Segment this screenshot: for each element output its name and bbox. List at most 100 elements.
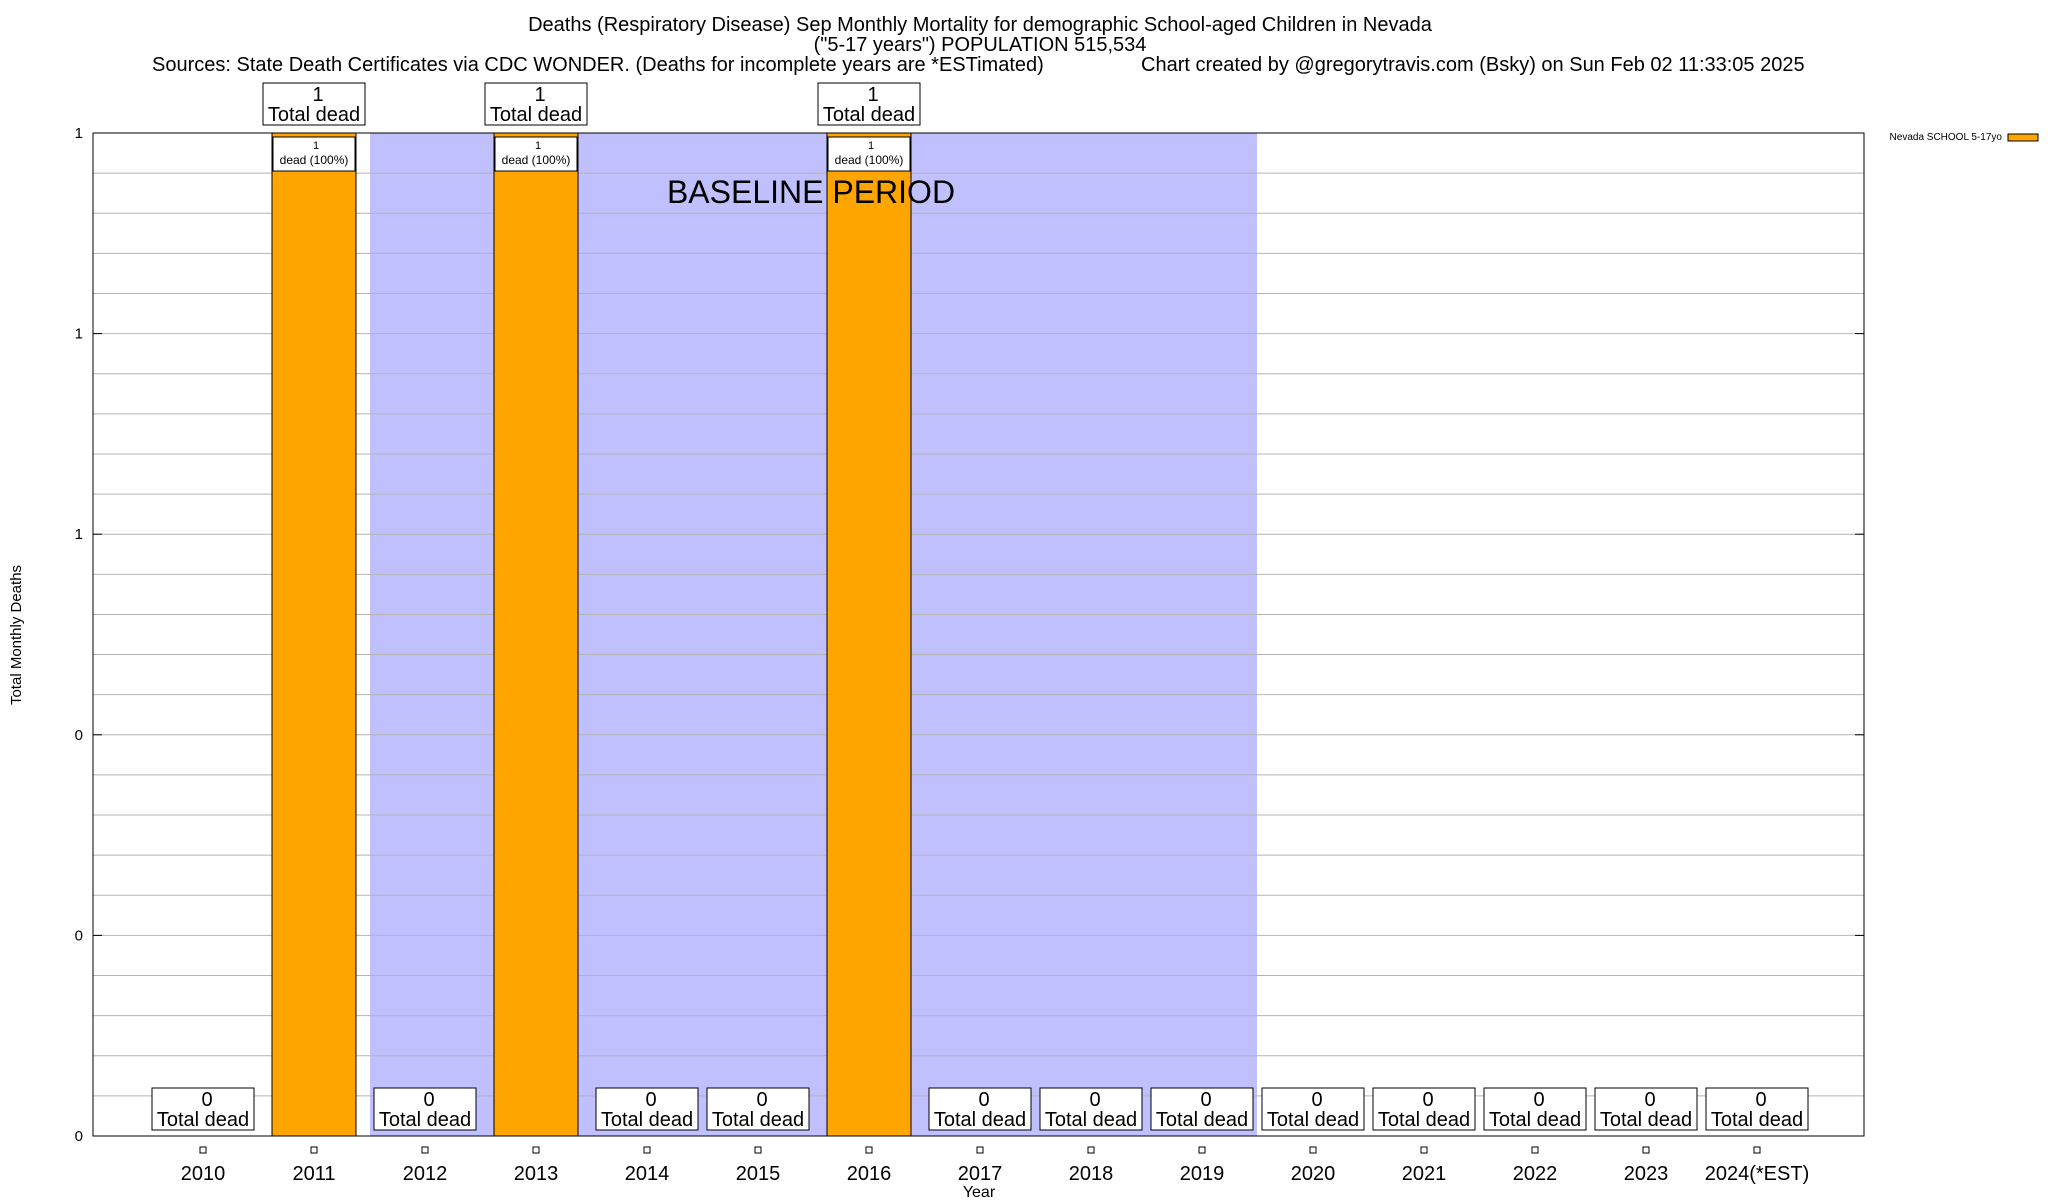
y-tick-label: 1 <box>75 326 83 343</box>
total-dead-box <box>1039 1087 1143 1131</box>
x-axis-title: Year <box>963 1184 996 1200</box>
inner-dead-box <box>272 136 356 172</box>
y-axis-title: Total Monthly Deaths <box>8 565 25 705</box>
x-tick-marker <box>1420 1146 1428 1154</box>
x-tick-marker <box>1309 1146 1317 1154</box>
total-dead-text: Total dead <box>823 104 915 126</box>
x-tick-label: 2014 <box>625 1163 670 1185</box>
inner-dead-text: dead (100%) <box>502 153 571 167</box>
x-tick-label: 2021 <box>1402 1163 1447 1185</box>
total-dead-text: Total dead <box>934 1109 1026 1131</box>
frame-layer <box>92 132 1865 1137</box>
total-dead-text: Total dead <box>157 1109 249 1131</box>
x-tick-marker <box>1531 1146 1539 1154</box>
legend-label: Nevada SCHOOL 5-17yo <box>1890 132 2003 143</box>
inner-dead-text: dead (100%) <box>280 153 349 167</box>
inner-dead-box <box>827 136 911 172</box>
total-dead-text: Total dead <box>712 1109 804 1131</box>
total-dead-text: Total dead <box>1489 1109 1581 1131</box>
total-dead-text: Total dead <box>1267 1109 1359 1131</box>
total-dead-text: Total dead <box>1600 1109 1692 1131</box>
x-tick-marker <box>1642 1146 1650 1154</box>
total-dead-box <box>1150 1087 1254 1131</box>
x-tick-label: 2016 <box>847 1163 892 1185</box>
chart-credit: Chart created by @gregorytravis.com (Bsk… <box>1141 54 1805 76</box>
plot-frame <box>92 132 1865 1137</box>
total-dead-box <box>1261 1087 1365 1131</box>
x-tick-marker <box>421 1146 429 1154</box>
x-tick-label: 2013 <box>514 1163 559 1185</box>
x-tick-marker <box>1087 1146 1095 1154</box>
total-dead-count: 0 <box>423 1089 434 1111</box>
y-tick-label: 0 <box>75 1128 83 1145</box>
x-tick-marker <box>865 1146 873 1154</box>
x-tick-marker <box>976 1146 984 1154</box>
x-tick-marker <box>310 1146 318 1154</box>
total-dead-text: Total dead <box>1711 1109 1803 1131</box>
bar-2011 <box>271 132 357 1137</box>
total-dead-text: Total dead <box>1156 1109 1248 1131</box>
x-tick-marker <box>1753 1146 1761 1154</box>
x-tick-label: 2011 <box>292 1163 335 1185</box>
x-tick-label: 2018 <box>1069 1163 1114 1185</box>
grid-layer <box>93 172 1864 1097</box>
chart-sources: Sources: State Death Certificates via CD… <box>152 54 1044 76</box>
x-tick-label: 2015 <box>736 1163 781 1185</box>
total-dead-box <box>151 1087 255 1131</box>
total-dead-count: 0 <box>978 1089 989 1111</box>
total-dead-count: 0 <box>1533 1089 1544 1111</box>
x-tick-label: 2017 <box>958 1163 1003 1185</box>
total-dead-box <box>706 1087 810 1131</box>
label-layer: 0 0 0 1 1 1 2010 2011 2012 2013 2014 2015 2016 2017 20… <box>75 82 1809 1185</box>
total-dead-count: 0 <box>1089 1089 1100 1111</box>
inner-dead-count: 1 <box>868 140 874 152</box>
total-dead-count: 0 <box>1422 1089 1433 1111</box>
x-tick-marker <box>643 1146 651 1154</box>
x-tick-marker <box>1198 1146 1206 1154</box>
bar-2016 <box>826 132 912 1137</box>
total-dead-count: 0 <box>1644 1089 1655 1111</box>
x-tick-marker <box>754 1146 762 1154</box>
inner-dead-count: 1 <box>313 140 319 152</box>
x-tick-marker <box>532 1146 540 1154</box>
total-dead-count: 0 <box>201 1089 212 1111</box>
x-tick-label: 2022 <box>1513 1163 1558 1185</box>
total-dead-text: Total dead <box>1378 1109 1470 1131</box>
bar-2013 <box>493 132 579 1137</box>
total-dead-count: 0 <box>1755 1089 1766 1111</box>
inner-dead-box <box>494 136 578 172</box>
legend: Nevada SCHOOL 5-17yo <box>1890 132 2039 143</box>
baseline-period-label: BASELINE PERIOD <box>667 174 955 210</box>
chart-title-line-2: ("5-17 years") POPULATION 515,534 <box>814 34 1147 56</box>
total-dead-text: Total dead <box>268 104 360 126</box>
x-tick-label: 2023 <box>1624 1163 1669 1185</box>
legend-swatch <box>2007 133 2039 142</box>
total-dead-count: 1 <box>534 84 545 106</box>
total-dead-count: 1 <box>312 84 323 106</box>
inner-dead-count: 1 <box>535 140 541 152</box>
inner-dead-text: dead (100%) <box>835 153 904 167</box>
x-tick-label: 2020 <box>1291 1163 1336 1185</box>
y-tick-label: 1 <box>75 526 83 543</box>
total-dead-box <box>1483 1087 1587 1131</box>
y-tick-label: 0 <box>75 927 83 944</box>
x-tick-label: 2019 <box>1180 1163 1225 1185</box>
y-tick-label: 1 <box>75 125 83 142</box>
chart-title-line-1: Deaths (Respiratory Disease) Sep Monthly… <box>528 14 1433 36</box>
x-tick-marker <box>199 1146 207 1154</box>
total-dead-box <box>928 1087 1032 1131</box>
total-dead-text: Total dead <box>1045 1109 1137 1131</box>
